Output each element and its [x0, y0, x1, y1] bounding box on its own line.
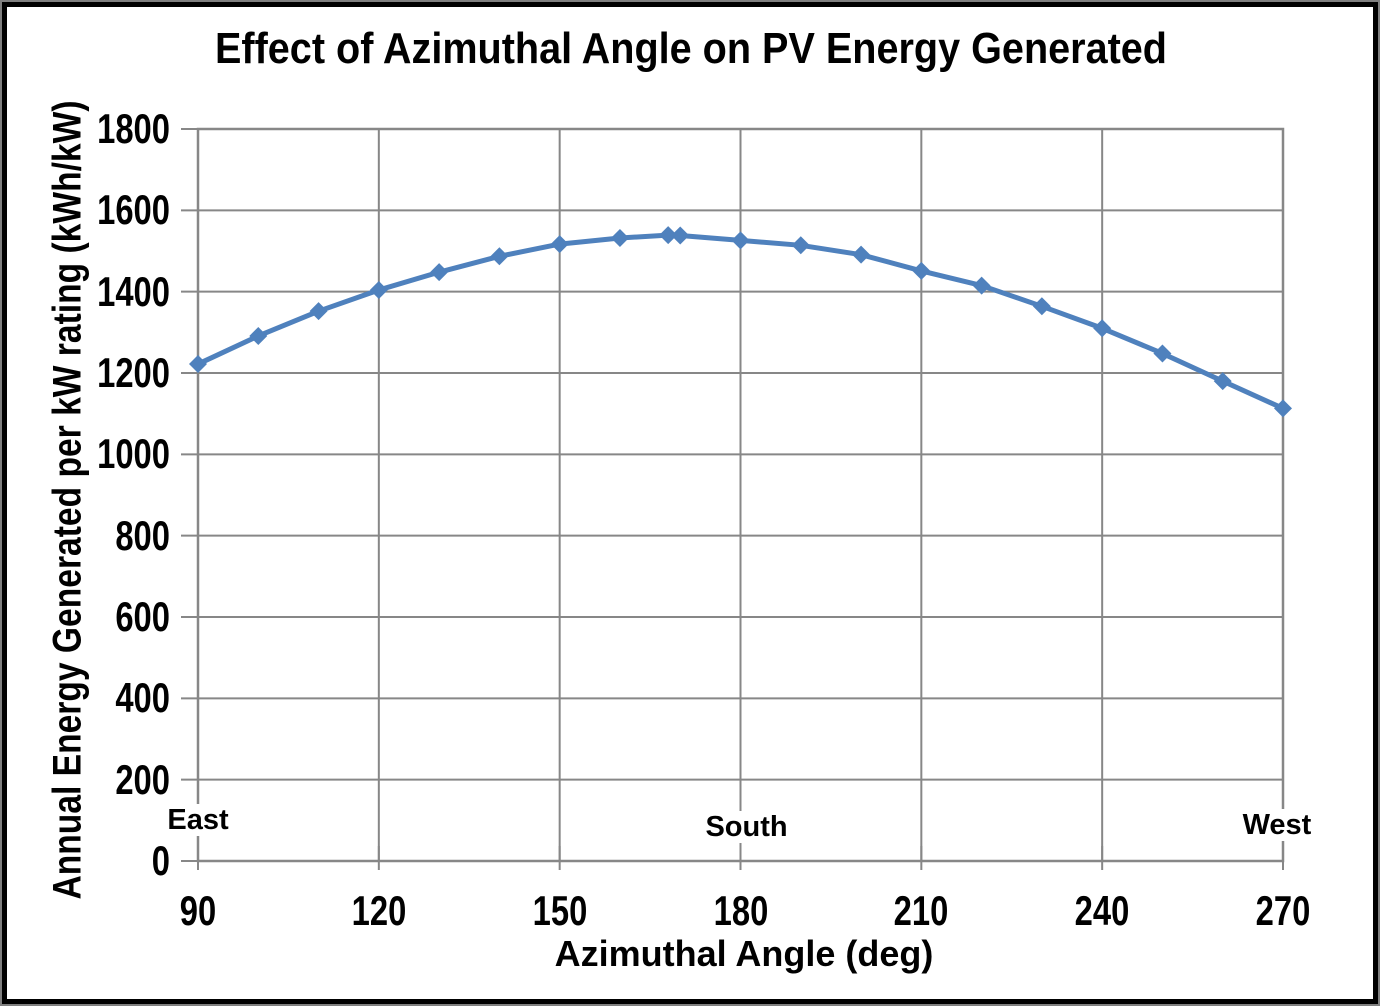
y-tick-label: 400 [115, 674, 170, 722]
chart-title: Effect of Azimuthal Angle on PV Energy G… [214, 24, 1168, 73]
y-tick-label: 1800 [97, 105, 170, 152]
direction-annotation: West [1216, 809, 1337, 842]
x-tick-label: 210 [893, 887, 949, 934]
x-tick-label: 150 [532, 887, 587, 934]
direction-annotation: East [138, 804, 258, 837]
data-point-marker [972, 276, 991, 295]
data-point-marker [1274, 399, 1292, 418]
y-tick-label: 1000 [97, 430, 170, 478]
data-point-marker [430, 263, 449, 282]
series-line [195, 232, 1286, 411]
data-point-marker [912, 261, 931, 280]
data-point-marker [1213, 372, 1232, 391]
x-tick-label: 120 [351, 887, 407, 934]
data-point-marker [309, 302, 328, 321]
y-tick-label: 200 [115, 755, 170, 803]
direction-annotation: South [686, 810, 807, 843]
data-point-marker [610, 228, 629, 247]
data-point-marker [249, 326, 268, 345]
data-point-marker [671, 226, 690, 245]
x-tick-label: 270 [1255, 887, 1311, 934]
y-axis-title: Annual Energy Generated per kW rating (k… [45, 100, 90, 900]
data-point-marker [659, 226, 678, 245]
y-tick-label: 1400 [97, 267, 170, 315]
y-tick-label: 1200 [97, 349, 170, 396]
data-point-marker [490, 247, 509, 266]
data-point-marker [852, 245, 871, 264]
data-point-marker [550, 235, 569, 254]
data-point-marker [1153, 344, 1172, 363]
x-tick-label: 90 [179, 887, 217, 934]
y-tick-label: 0 [151, 837, 170, 884]
y-tick-label: 600 [115, 593, 170, 640]
data-point-marker [189, 355, 207, 374]
data-point-marker [731, 231, 750, 250]
x-tick-label: 180 [713, 887, 768, 934]
y-tick-label: 800 [115, 511, 170, 559]
y-tick-label: 1600 [97, 186, 170, 234]
data-point-marker [1093, 319, 1112, 338]
data-point-marker [369, 281, 388, 300]
x-axis-title: Azimuthal Angle (deg) [554, 933, 934, 974]
data-point-marker [1032, 297, 1051, 316]
data-point-marker [791, 236, 810, 255]
x-tick-label: 240 [1074, 887, 1130, 934]
